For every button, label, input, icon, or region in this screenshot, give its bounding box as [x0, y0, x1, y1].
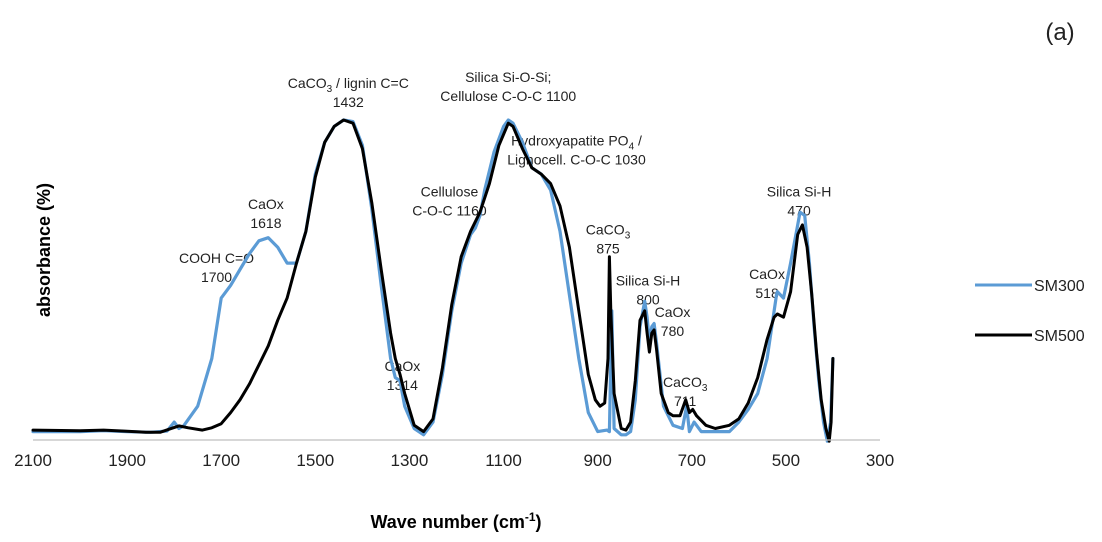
x-tick-label: 700 — [678, 451, 706, 470]
x-tick-label: 1700 — [202, 451, 240, 470]
annotation-line: 1700 — [201, 269, 232, 285]
peak-annotation: Cellulose C-O-C 1160 — [412, 183, 487, 218]
x-tick-label: 1500 — [296, 451, 334, 470]
y-axis-title: absorbance (%) — [34, 183, 54, 317]
legend-label-sm300: SM300 — [1034, 278, 1085, 295]
x-tick-label: 900 — [583, 451, 611, 470]
annotation-line: CaOx — [655, 304, 691, 320]
annotation-line: CaCO3 / lignin C=C — [288, 75, 409, 95]
x-tick-label: 300 — [866, 451, 894, 470]
x-tick-label: 500 — [772, 451, 800, 470]
annotation-line: Cellulose — [421, 183, 479, 199]
annotation-line: Silica Si-H — [767, 183, 832, 199]
annotation-line: Lignocell. C-O-C 1030 — [507, 151, 646, 167]
peak-annotation: CaOx 518 — [749, 266, 785, 301]
plot-area — [31, 118, 835, 443]
x-tick-label: 1300 — [391, 451, 429, 470]
series-line-sm300 — [31, 118, 835, 443]
peak-annotation: CaOx 1618 — [248, 196, 284, 231]
annotation-line: 800 — [636, 291, 660, 307]
legend-label-sm500: SM500 — [1034, 328, 1085, 345]
annotation-line: 875 — [596, 240, 620, 256]
peak-annotation: COOH C=O 1700 — [179, 250, 254, 285]
annotation-line: C-O-C 1160 — [412, 202, 487, 218]
x-tick-labels: 2100 1900 1700 1500 1300 1100 900 700 500 300 — [14, 451, 894, 470]
annotation-line: Silica Si-O-Si; — [465, 69, 551, 85]
annotation-line: CaCO3 — [586, 221, 631, 241]
legend: SM300 SM500 — [975, 278, 1085, 345]
x-axis-title: Wave number (cm-1) — [370, 510, 541, 532]
peak-annotation: Silica Si-O-Si; Cellulose C-O-C 1100 — [440, 69, 576, 104]
annotation-line: CaOx — [248, 196, 284, 212]
panel-label: (a) — [1045, 19, 1074, 46]
annotation-line: Hydroxyapatite PO4 / — [511, 132, 642, 152]
x-tick-label: 2100 — [14, 451, 52, 470]
annotation-line: COOH C=O — [179, 250, 254, 266]
peak-annotation: CaOx 780 — [655, 304, 691, 339]
annotation-line: CaCO3 — [663, 374, 708, 394]
annotation-line: CaOx — [749, 266, 785, 282]
annotation-line: 518 — [755, 285, 779, 301]
series-line-sm500 — [31, 118, 835, 443]
peak-annotation: Hydroxyapatite PO4 /Lignocell. C-O-C 103… — [507, 132, 646, 167]
annotation-line: Cellulose C-O-C 1100 — [440, 88, 576, 104]
annotation-line: 1618 — [250, 215, 281, 231]
annotation-line: 1432 — [333, 94, 364, 110]
annotation-line: 780 — [661, 323, 685, 339]
x-tick-label: 1900 — [108, 451, 146, 470]
annotation-line: Silica Si-H — [616, 272, 681, 288]
peak-annotations: COOH C=O 1700 CaOx 1618 CaCO3 / lignin C=C14… — [179, 69, 831, 409]
x-tick-label: 1100 — [485, 451, 522, 470]
peak-annotation: Silica Si-H 800 — [616, 272, 681, 307]
